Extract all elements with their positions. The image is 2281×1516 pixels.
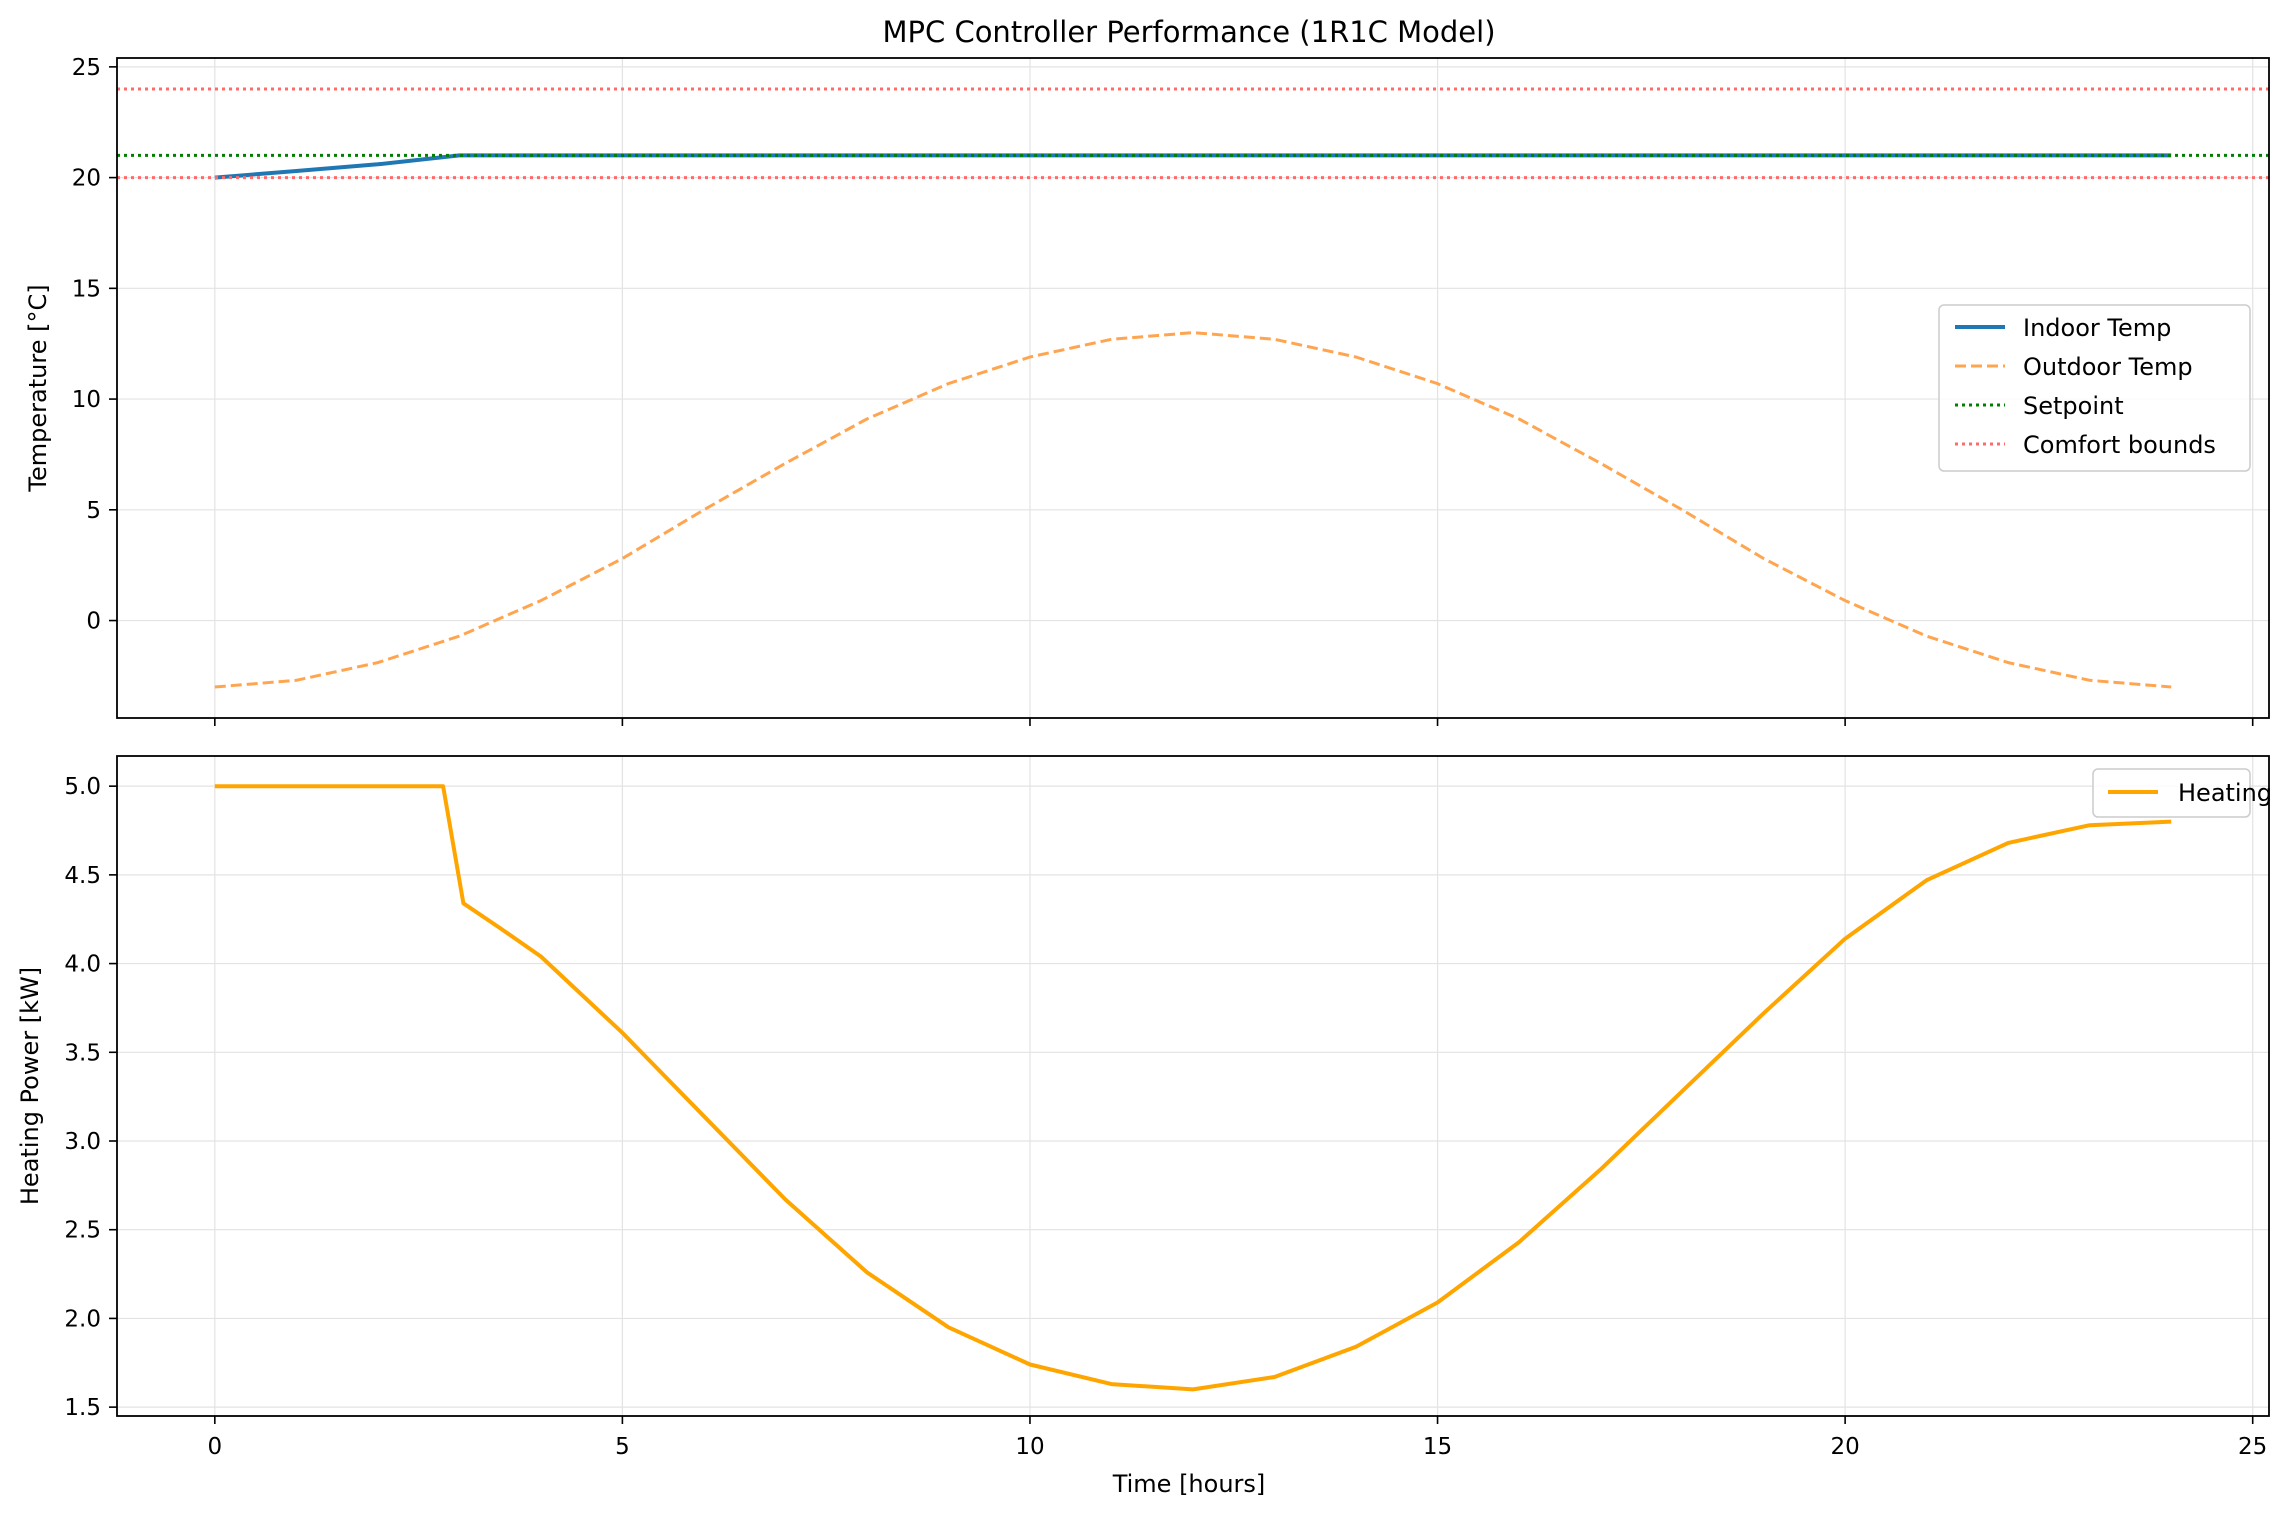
heating-grid (117, 756, 2269, 1416)
temperature-y-tick-label: 25 (72, 55, 101, 81)
legend-label-outdoor-temp: Outdoor Temp (2023, 353, 2193, 381)
temperature-axis-ticks: 0 5 10 15 20 25 (72, 55, 2254, 726)
heating-panel: 0 5 10 15 20 25 1.5 2.0 2.5 3.0 3.5 4.0 4.5 5.0 Heati… (16, 755, 2281, 1498)
temperature-y-tick-label: 15 (72, 276, 101, 302)
legend-label-indoor-temp: Indoor Temp (2023, 314, 2171, 342)
temperature-y-tick-label: 5 (86, 498, 101, 524)
series-line-outdoor-temp (214, 331, 2172, 689)
temperature-y-tick-label: 20 (72, 166, 101, 192)
heating-y-axis-label: Heating Power [kW] (16, 967, 44, 1205)
x-tick-label: 10 (1015, 1434, 1044, 1460)
heating-y-tick-label: 4.5 (64, 863, 101, 889)
heating-y-tick-label: 5.0 (64, 774, 101, 800)
temperature-y-tick-label: 0 (86, 609, 101, 635)
heating-y-tick-label: 2.0 (64, 1306, 101, 1332)
heating-legend: Heating Power (2092, 768, 2281, 818)
heating-y-tick-label: 4.0 (64, 952, 101, 978)
temperature-y-tick-label: 10 (72, 387, 101, 413)
heating-series (214, 784, 2172, 1392)
heating-y-tick-label: 2.5 (64, 1218, 101, 1244)
heating-y-tick-label: 1.5 (64, 1395, 101, 1421)
x-tick-label: 20 (1830, 1434, 1859, 1460)
x-tick-label: 15 (1423, 1434, 1452, 1460)
series-line-heating-power (214, 784, 2172, 1392)
x-tick-label: 0 (207, 1434, 222, 1460)
x-axis-label: Time [hours] (1112, 1470, 1266, 1498)
heating-plot-frame (116, 755, 2270, 1417)
temperature-series (117, 87, 2269, 689)
heating-legend-box (2092, 768, 2251, 818)
temperature-legend: Indoor Temp Outdoor Temp Setpoint Comfor… (1938, 304, 2251, 472)
temperature-panel: 0 5 10 15 20 25 Temperature [°C] Indoor Temp … (24, 55, 2270, 726)
temperature-legend-box (1938, 304, 2251, 472)
legend-label-setpoint: Setpoint (2023, 392, 2124, 420)
x-tick-label: 25 (2238, 1434, 2267, 1460)
heating-axis-ticks: 0 5 10 15 20 25 1.5 2.0 2.5 3.0 3.5 4.0 4.5 5.0 (64, 774, 2267, 1460)
temperature-y-axis-label: Temperature [°C] (24, 284, 52, 492)
temperature-plot-frame (116, 57, 2270, 719)
chart-title: MPC Controller Performance (1R1C Model) (882, 15, 1495, 49)
heating-y-tick-label: 3.0 (64, 1129, 101, 1155)
heating-y-tick-label: 3.5 (64, 1040, 101, 1066)
x-tick-label: 5 (615, 1434, 630, 1460)
legend-label-heating-power: Heating Power (2178, 779, 2281, 807)
legend-label-comfort-bounds: Comfort bounds (2023, 431, 2216, 459)
